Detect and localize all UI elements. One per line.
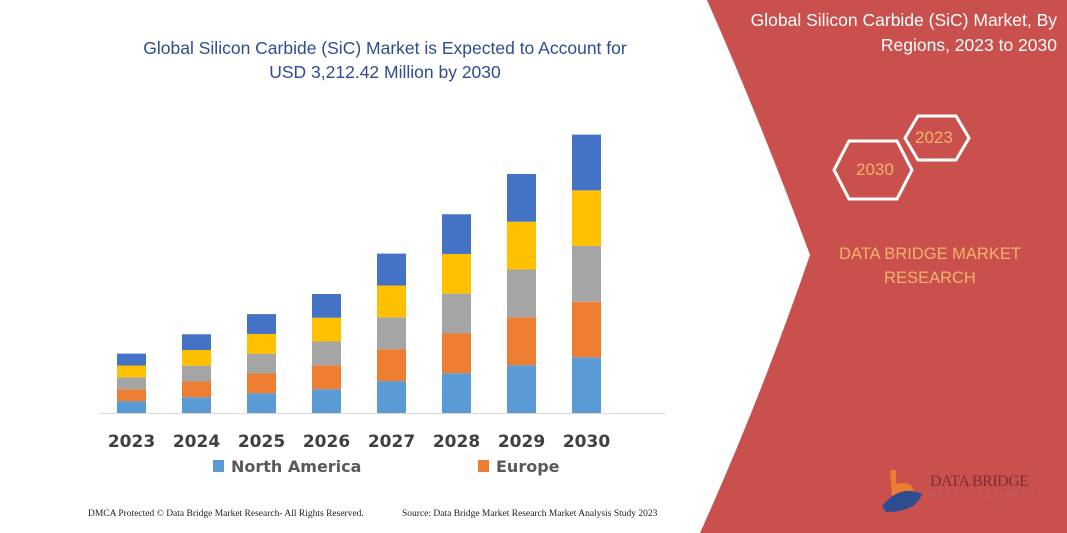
x-tick-label: 2027: [368, 432, 415, 452]
bar-segment-series-3-2029: [507, 269, 536, 318]
bar-segment-europe-2026: [312, 365, 341, 390]
bar-segment-series-3-2026: [312, 341, 341, 366]
logo-subtext: MARKET RESEARCH: [931, 493, 1036, 499]
bar-segment-series-4-2023: [117, 365, 146, 378]
bar-segment-series-4-2026: [312, 317, 341, 342]
logo-icon: [882, 470, 922, 512]
x-tick-label: 2025: [238, 432, 285, 452]
bar-segment-series-5-2028: [442, 214, 471, 254]
x-tick-label: 2028: [433, 432, 480, 452]
bar-segment-series-4-2024: [182, 349, 211, 366]
hexagon-2023: [903, 114, 971, 162]
bar-segment-north-america-2029: [507, 365, 536, 413]
bar-segment-series-4-2029: [507, 221, 536, 270]
bar-segment-north-america-2025: [247, 393, 276, 413]
bar-segment-series-3-2025: [247, 353, 276, 374]
hexagon-2030: [832, 139, 914, 201]
bar-segment-europe-2030: [572, 301, 601, 358]
bar-segment-europe-2024: [182, 381, 211, 398]
bar-segment-series-3-2023: [117, 377, 146, 390]
bar-segment-series-3-2028: [442, 293, 471, 334]
brand-line-1: DATA BRIDGE MARKET: [839, 245, 1021, 263]
x-tick-label: 2026: [303, 432, 350, 452]
footer-copyright: DMCA Protected © Data Bridge Market Rese…: [88, 509, 364, 519]
bar-segment-europe-2028: [442, 333, 471, 374]
bar-segment-series-5-2027: [377, 253, 406, 286]
chart-title: Global Silicon Carbide (SiC) Market is E…: [100, 36, 670, 84]
title-line-1: Global Silicon Carbide (SiC) Market is E…: [143, 38, 627, 58]
x-tick-label: 2029: [498, 432, 545, 452]
bar-segment-series-4-2025: [247, 333, 276, 354]
bar-segment-europe-2023: [117, 389, 146, 402]
bar-segment-series-5-2024: [182, 334, 211, 350]
brand-line-2: RESEARCH: [884, 269, 976, 287]
logo-text: DATA BRIDGE: [930, 473, 1029, 490]
bar-segment-north-america-2026: [312, 389, 341, 413]
hex-label-2030: 2030: [856, 160, 894, 179]
bar-segment-north-america-2024: [182, 397, 211, 413]
x-tick-label: 2023: [108, 432, 155, 452]
bar-segment-series-5-2030: [572, 134, 601, 191]
bar-segment-north-america-2028: [442, 373, 471, 413]
legend-swatch: [478, 460, 489, 472]
panel-title-line-1: Global Silicon Carbide (SiC) Market, By: [750, 10, 1057, 30]
red-side-panel: [700, 0, 1067, 533]
bar-segment-europe-2027: [377, 349, 406, 382]
bar-segment-north-america-2023: [117, 401, 146, 413]
x-tick-label: 2030: [563, 432, 610, 452]
x-tick-label: 2024: [173, 432, 220, 452]
bar-segment-series-3-2024: [182, 365, 211, 382]
bar-segment-series-5-2029: [507, 173, 536, 222]
bar-segment-north-america-2027: [377, 381, 406, 413]
bar-segment-series-4-2028: [442, 253, 471, 294]
bar-segment-series-5-2026: [312, 294, 341, 318]
hex-label-2023: 2023: [915, 128, 953, 147]
bar-segment-series-4-2027: [377, 285, 406, 318]
bar-segment-series-5-2023: [117, 353, 146, 366]
panel-title-line-2: Regions, 2023 to 2030: [880, 35, 1057, 55]
legend-label: North America: [231, 457, 361, 476]
panel-title: Global Silicon Carbide (SiC) Market, By …: [717, 8, 1057, 58]
bar-segment-north-america-2030: [572, 357, 601, 413]
bar-segment-series-3-2030: [572, 245, 601, 302]
legend-swatch: [213, 460, 224, 472]
brand-text: DATA BRIDGE MARKET RESEARCH: [800, 242, 1060, 290]
legend-label: Europe: [496, 457, 560, 476]
bar-segment-europe-2029: [507, 317, 536, 366]
stacked-bar-chart: 2023 2024 2025 2026 2027 2028 2029 2030 North Am…: [100, 134, 665, 476]
bar-segment-series-4-2030: [572, 190, 601, 246]
bar-segment-series-3-2027: [377, 317, 406, 350]
bar-segment-series-5-2025: [247, 314, 276, 334]
footer-source: Source: Data Bridge Market Research Mark…: [402, 509, 658, 519]
title-line-2: USD 3,212.42 Million by 2030: [269, 62, 501, 82]
bar-segment-europe-2025: [247, 373, 276, 394]
